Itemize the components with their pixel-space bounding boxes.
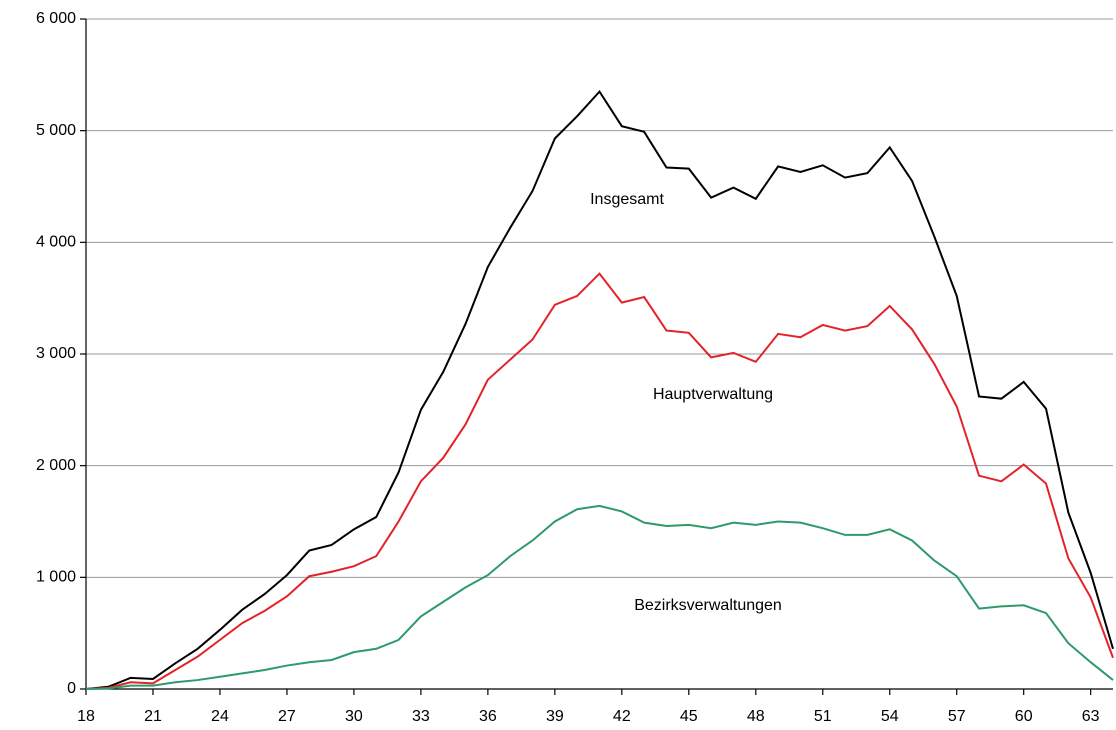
x-tick-label: 30 [345,708,363,725]
x-tick-label: 48 [747,708,765,725]
series-line [85,89,1114,690]
y-tick-label: 6 000 [36,10,76,27]
x-tick-label: 21 [144,708,162,725]
x-tick-label: 39 [546,708,564,725]
x-tick-label: 63 [1082,708,1100,725]
y-tick-label: 1 000 [36,569,76,586]
x-tick-label: 42 [613,708,631,725]
y-tick-label: 3 000 [36,345,76,362]
x-tick-label: 33 [412,708,430,725]
series-label: Hauptverwaltung [653,386,773,403]
x-tick-label: 27 [278,708,296,725]
x-tick-label: 51 [814,708,832,725]
x-tick-label: 60 [1015,708,1033,725]
x-tick-label: 57 [948,708,966,725]
x-tick-label: 36 [479,708,497,725]
series-line [85,272,1114,690]
x-tick-label: 54 [881,708,899,725]
y-tick-label: 5 000 [36,122,76,139]
x-tick-label: 24 [211,708,229,725]
y-tick-label: 4 000 [36,234,76,251]
y-tick-label: 2 000 [36,457,76,474]
series-label: Bezirksverwaltungen [634,597,782,614]
series-line [85,504,1114,690]
series-label: Insgesamt [590,191,664,208]
y-tick-label: 0 [67,680,76,697]
x-tick-label: 45 [680,708,698,725]
x-tick-label: 18 [77,708,95,725]
